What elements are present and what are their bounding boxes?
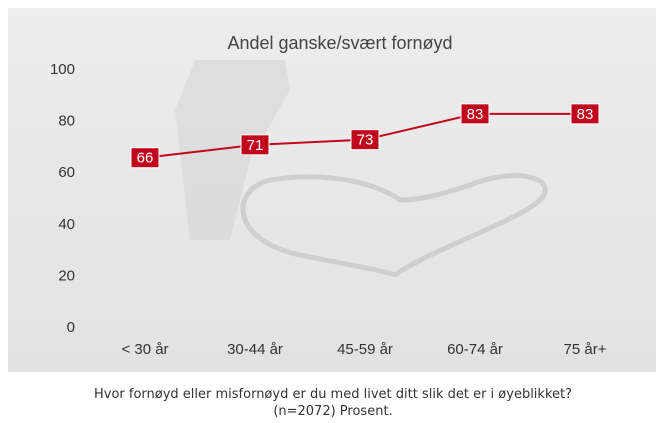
- x-tick-label: 75 år+: [564, 341, 607, 358]
- data-label: 71: [247, 137, 264, 154]
- y-tick-label: 40: [58, 216, 75, 233]
- y-tick-label: 100: [50, 61, 75, 78]
- caption-line: (n=2072) Prosent.: [0, 404, 666, 419]
- y-tick-label: 80: [58, 113, 75, 130]
- data-label: 73: [357, 132, 374, 149]
- y-tick-label: 20: [58, 267, 75, 284]
- page: {"chart_data": {"type": "line", "title":…: [0, 0, 666, 423]
- y-tick-label: 60: [58, 164, 75, 181]
- chart: Andel ganske/svært fornøyd 0 20 40 60 80 100 <…: [0, 0, 666, 380]
- x-tick-label: 45-59 år: [337, 341, 393, 358]
- data-label: 66: [137, 150, 154, 167]
- data-label: 83: [577, 106, 594, 123]
- x-tick-label: 60-74 år: [447, 341, 503, 358]
- data-label: 83: [467, 106, 484, 123]
- caption-line: Hvor fornøyd eller misfornøyd er du med …: [0, 387, 666, 402]
- x-tick-label: 30-44 år: [227, 341, 283, 358]
- chart-title: Andel ganske/svært fornøyd: [227, 33, 452, 53]
- x-tick-label: < 30 år: [121, 341, 168, 358]
- background-photo: [8, 8, 656, 372]
- y-tick-label: 0: [67, 319, 75, 336]
